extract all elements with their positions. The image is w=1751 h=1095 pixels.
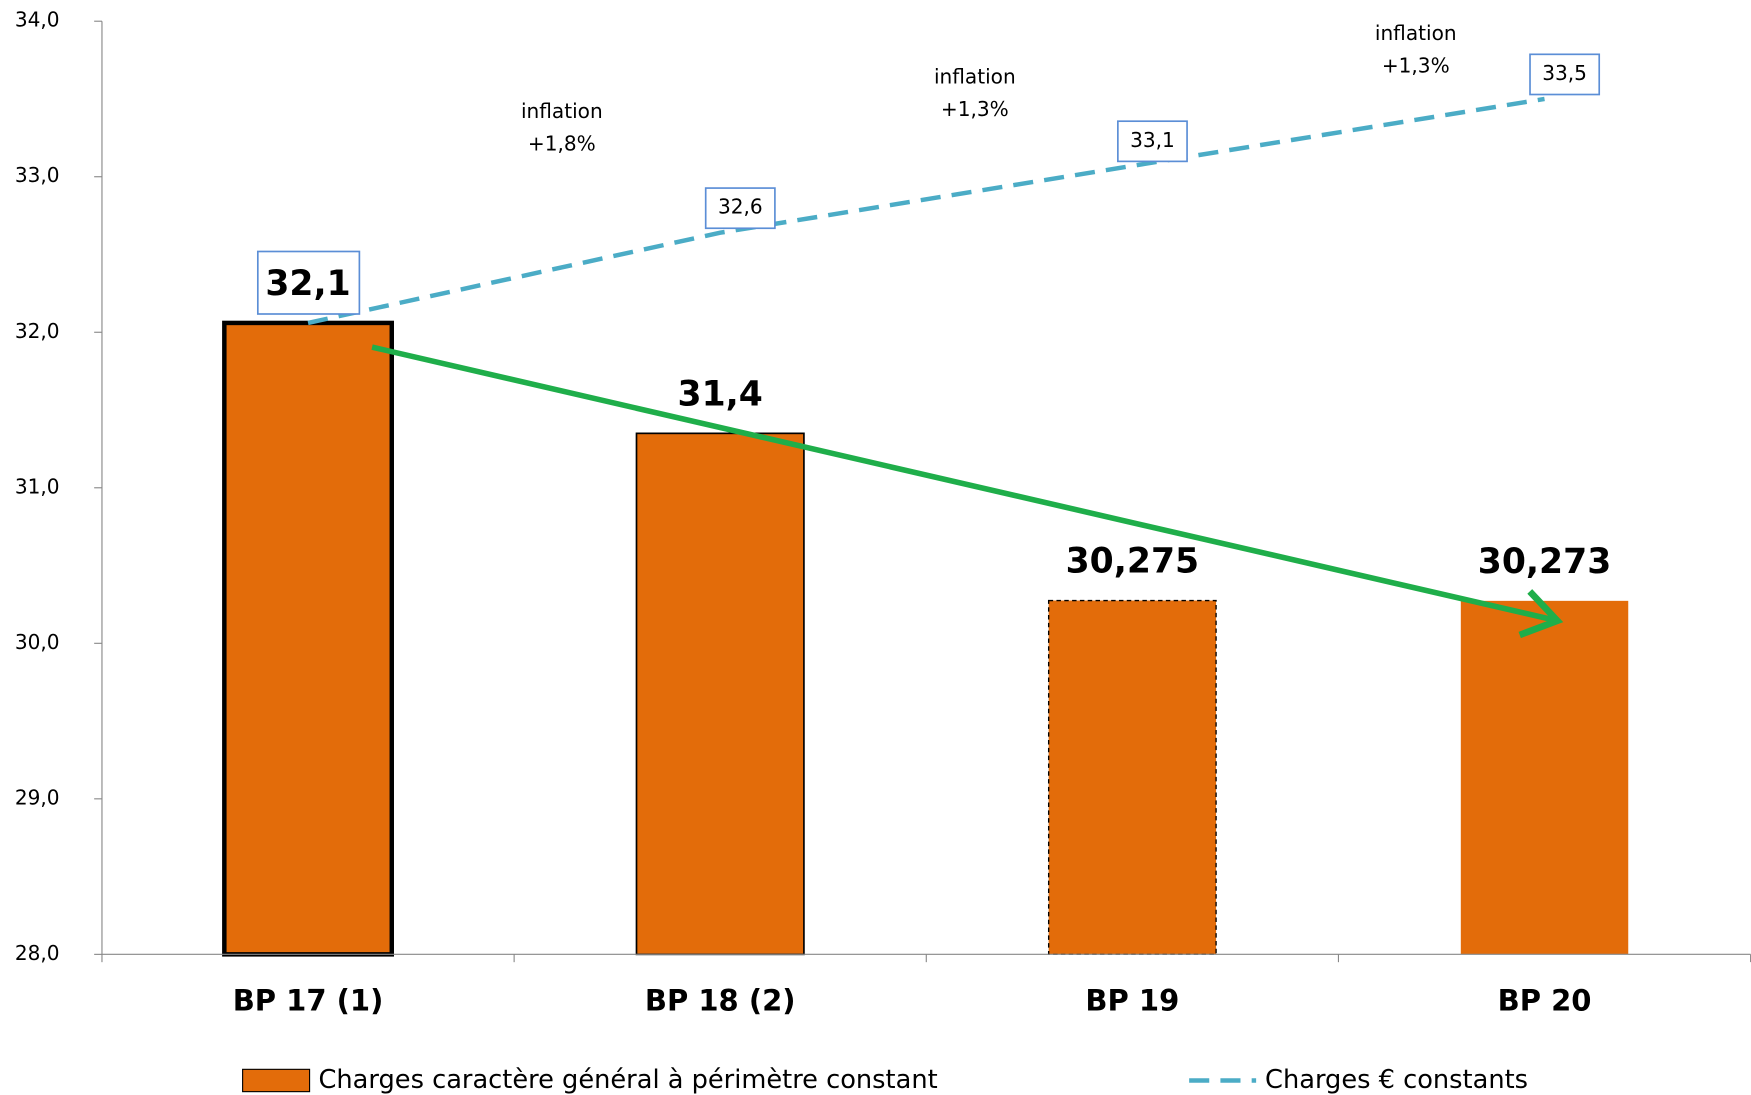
annotation: inflation xyxy=(934,65,1016,89)
label-box xyxy=(256,250,361,315)
labels: 28,0 29,0 30,0 31,0 32,0 33,0 34,0 BP 17 (1) BP … xyxy=(15,8,1751,1095)
y-tick-label: 31,0 xyxy=(15,474,60,498)
bar xyxy=(1460,600,1629,955)
y-tick-label: 29,0 xyxy=(15,785,60,809)
label-box xyxy=(704,187,776,230)
value-label: 30,273 xyxy=(1478,542,1611,582)
label-box xyxy=(1529,53,1601,96)
bar xyxy=(635,432,805,956)
y-tick-label: 33,0 xyxy=(15,163,60,187)
trend-arrow xyxy=(371,344,1564,639)
y-tick-label: 28,0 xyxy=(15,941,60,965)
x-tick-label: BP 19 xyxy=(1085,983,1179,1017)
y-tick-label: 32,0 xyxy=(15,319,60,343)
label-box xyxy=(1117,120,1188,163)
legend-label: Charges € constants xyxy=(1265,1065,1528,1095)
value-label: 33,5 xyxy=(1542,61,1587,85)
annotation: +1,3% xyxy=(941,97,1009,121)
value-label: 33,1 xyxy=(1130,128,1175,152)
annotation: inflation xyxy=(521,99,603,123)
annotation: +1,3% xyxy=(1382,53,1450,77)
value-label: 32,1 xyxy=(265,264,350,304)
value-label: 32,6 xyxy=(718,195,763,219)
bar xyxy=(222,320,394,957)
x-tick-label: BP 20 xyxy=(1498,983,1592,1017)
x-tick-label: BP 17 (1) xyxy=(233,983,384,1017)
line xyxy=(307,96,1545,326)
line-layer xyxy=(307,96,1545,326)
legend-label: Charges caractère général à périmètre co… xyxy=(319,1065,938,1095)
bar xyxy=(1047,599,1217,956)
x-tick-label: BP 18 (2) xyxy=(645,983,796,1017)
value-label: 30,275 xyxy=(1066,542,1200,582)
bars xyxy=(222,320,1629,957)
legend-swatch xyxy=(242,1068,311,1093)
y-tick-label: 30,0 xyxy=(15,630,60,654)
y-tick-label: 34,0 xyxy=(15,8,60,32)
annotation: +1,8% xyxy=(528,132,596,156)
value-label: 31,4 xyxy=(678,374,763,414)
annotation: inflation xyxy=(1375,21,1457,45)
